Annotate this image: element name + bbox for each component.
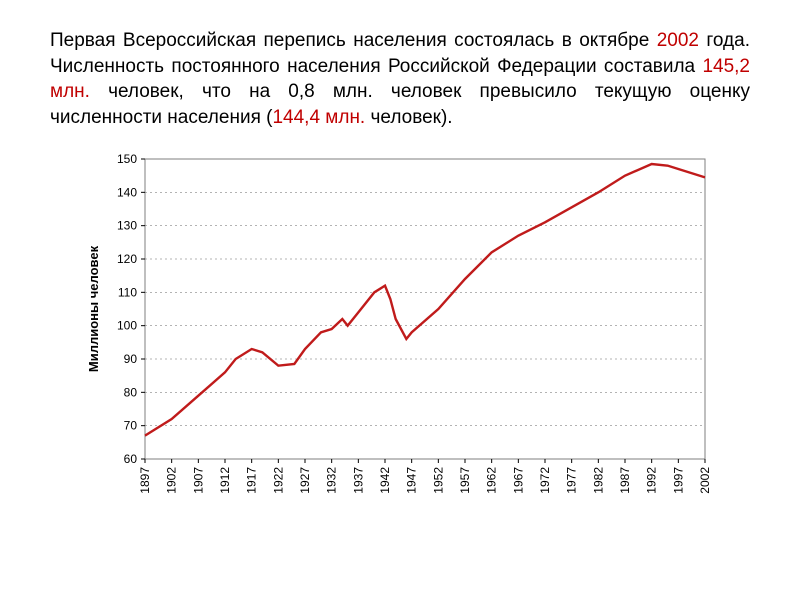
svg-text:90: 90 [124,352,138,366]
x-axis: 1897 1902 1907 1912 1917 1922 1927 1932 1937 1942… [138,459,712,494]
svg-text:1917: 1917 [245,466,259,493]
svg-text:1907: 1907 [191,466,205,493]
svg-text:130: 130 [117,218,137,232]
svg-text:1897: 1897 [138,466,152,493]
svg-text:1992: 1992 [645,466,659,493]
svg-text:1922: 1922 [271,466,285,493]
population-chart: 60 70 80 90 100 110 120 130 140 150 1897 1902 1907 19… [80,149,720,524]
svg-text:1962: 1962 [485,466,499,493]
svg-text:1957: 1957 [458,466,472,493]
body-text: Первая Всероссийская перепись населения … [50,30,657,51]
svg-text:120: 120 [117,252,137,266]
svg-text:140: 140 [117,185,137,199]
svg-text:80: 80 [124,385,138,399]
y-axis: 60 70 80 90 100 110 120 130 140 150 [117,152,145,466]
slide: Первая Всероссийская перепись населения … [0,0,800,600]
svg-text:1932: 1932 [325,466,339,493]
chart-svg: 60 70 80 90 100 110 120 130 140 150 1897 1902 1907 19… [80,149,720,524]
svg-text:1937: 1937 [351,466,365,493]
description-paragraph: Первая Всероссийская перепись населения … [50,28,750,131]
svg-text:70: 70 [124,418,138,432]
svg-text:1942: 1942 [378,466,392,493]
svg-text:110: 110 [118,285,137,299]
svg-text:150: 150 [117,152,137,166]
body-text: человек). [365,107,452,128]
svg-text:1967: 1967 [511,466,525,493]
highlight-text: 2002 [657,30,699,51]
svg-text:1972: 1972 [538,466,552,493]
svg-text:60: 60 [124,452,138,466]
svg-text:100: 100 [117,318,137,332]
svg-text:1977: 1977 [565,466,579,493]
svg-text:1902: 1902 [165,466,179,493]
svg-text:1927: 1927 [298,466,312,493]
svg-text:1982: 1982 [591,466,605,493]
highlight-text: 144,4 млн. [272,107,365,128]
svg-text:1912: 1912 [218,466,232,493]
svg-text:1947: 1947 [405,466,419,493]
y-axis-label: Миллионы человек [86,245,101,372]
svg-text:1952: 1952 [431,466,445,493]
svg-text:2002: 2002 [698,466,712,493]
svg-text:1987: 1987 [618,466,632,493]
svg-text:1997: 1997 [671,466,685,493]
